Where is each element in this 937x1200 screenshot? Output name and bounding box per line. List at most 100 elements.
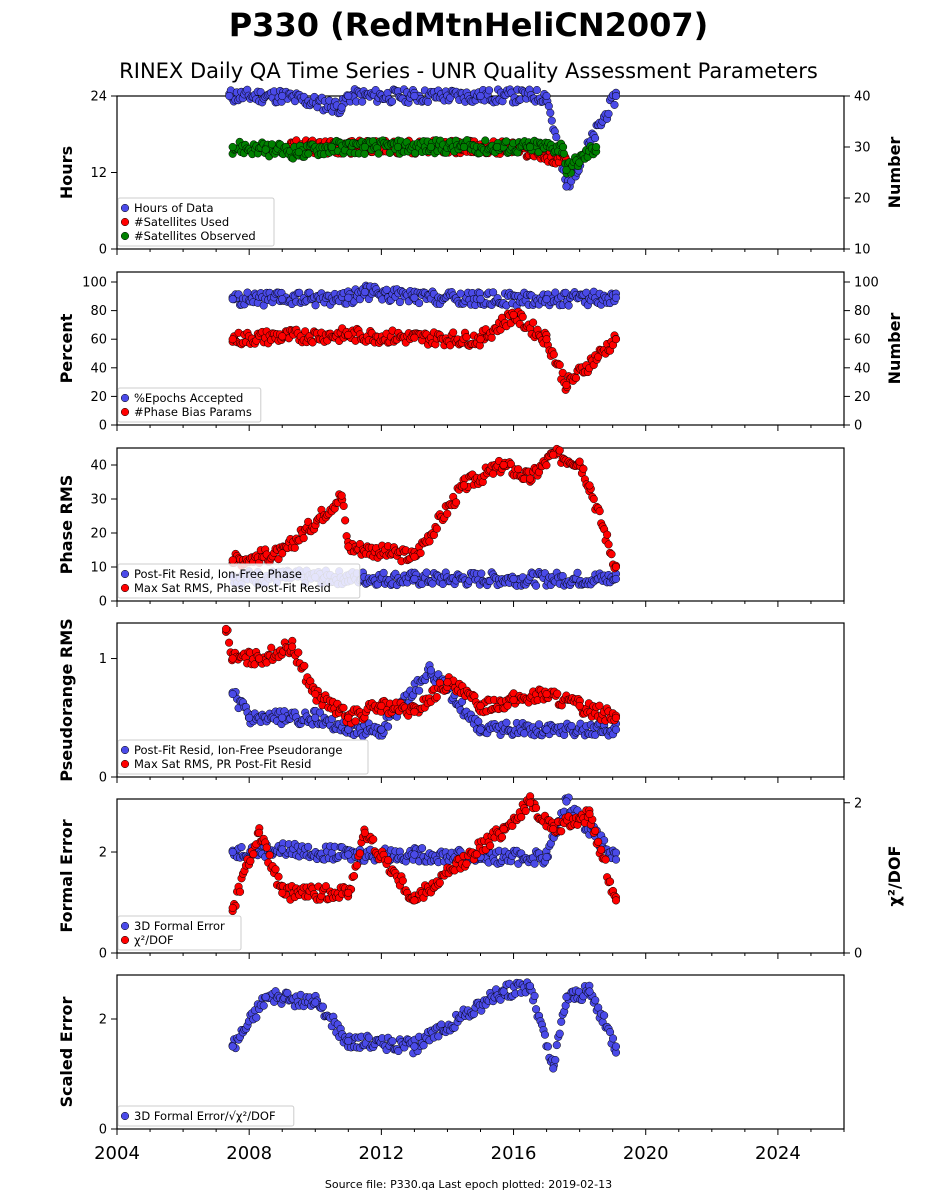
data-point [344, 542, 353, 551]
x-tick-label: 2008 [226, 1143, 272, 1164]
data-point [423, 97, 432, 106]
y-tick-label: 40 [90, 459, 107, 474]
data-point [410, 1042, 419, 1051]
data-point [542, 690, 551, 699]
data-point [514, 465, 523, 474]
data-point [591, 826, 600, 835]
data-point [611, 896, 621, 905]
legend-marker [120, 569, 130, 579]
data-points [228, 281, 621, 394]
data-point [374, 149, 383, 158]
data-point [304, 842, 313, 851]
y-tick-label: 0 [99, 1123, 107, 1138]
data-point [521, 806, 530, 816]
figure-footer: Source file: P330.qa Last epoch plotted:… [325, 1178, 612, 1191]
data-point [358, 97, 367, 106]
data-point [304, 149, 313, 158]
data-point [611, 293, 621, 302]
legend-label: Post-Fit Resid, Ion-Free Phase [134, 567, 302, 581]
y-tick-label: 24 [90, 90, 107, 105]
data-points [225, 85, 621, 191]
data-point [585, 481, 594, 490]
data-point [262, 843, 271, 852]
y2-axis-label: Number [885, 137, 904, 209]
legend-label: Max Sat RMS, Phase Post-Fit Resid [134, 581, 331, 595]
data-point [351, 717, 360, 726]
data-point [459, 481, 469, 490]
data-point [344, 713, 353, 722]
data-point [384, 722, 393, 731]
legend-label: Post-Fit Resid, Ion-Free Pseudorange [134, 743, 342, 757]
data-point [604, 540, 613, 549]
data-point [278, 713, 287, 722]
y-tick-label: 0 [99, 947, 107, 962]
y-tick-label: 2 [99, 846, 107, 861]
data-point [486, 841, 495, 850]
data-point [294, 148, 303, 157]
data-point [261, 992, 270, 1002]
data-point [603, 530, 612, 539]
legend-marker [120, 217, 130, 227]
data-point [318, 1002, 327, 1011]
y-tick-label: 0 [99, 419, 107, 434]
data-point [295, 288, 304, 297]
y-axis-label: Scaled Error [57, 997, 76, 1108]
data-point [278, 549, 287, 558]
y-axis-label: Hours [57, 146, 76, 199]
data-point [426, 142, 435, 152]
data-point [497, 833, 507, 842]
data-point [369, 835, 378, 844]
data-point [274, 555, 283, 564]
data-point [502, 718, 511, 727]
data-point [564, 301, 573, 310]
data-point [311, 301, 320, 310]
data-point [339, 501, 348, 511]
data-point [278, 295, 287, 304]
data-point [228, 1042, 237, 1051]
data-point [278, 888, 287, 897]
y-tick-label: 1 [99, 652, 107, 667]
y2-tick-label: 100 [854, 276, 879, 291]
data-point [337, 491, 346, 500]
data-point [526, 981, 535, 991]
data-point [344, 1036, 353, 1046]
data-point [534, 148, 543, 157]
data-point [567, 721, 576, 731]
y2-tick-label: 40 [854, 90, 871, 105]
data-point [518, 312, 527, 321]
data-point [364, 1033, 373, 1042]
data-point [344, 330, 353, 339]
data-point [225, 91, 234, 101]
figure-title: P330 (RedMtnHeliCN2007) [229, 6, 709, 44]
data-point [311, 998, 320, 1007]
data-point [459, 142, 469, 152]
legend-label: 3D Formal Error [134, 919, 225, 933]
data-point [418, 844, 427, 853]
data-point [222, 624, 231, 633]
data-point [529, 318, 538, 327]
y-axis-label: Percent [57, 313, 76, 383]
data-point [476, 335, 485, 344]
legend: %Epochs Accepted#Phase Bias Params [117, 387, 262, 423]
data-point [543, 1042, 552, 1051]
y2-tick-label: 10 [854, 243, 871, 258]
data-point [274, 872, 283, 881]
data-point [487, 333, 496, 342]
data-point [544, 102, 553, 111]
y-tick-label: 30 [90, 493, 107, 508]
legend: Hours of Data#Satellites Used#Satellites… [117, 197, 275, 247]
data-point [352, 861, 362, 870]
data-point [432, 524, 441, 533]
data-point [425, 537, 434, 546]
data-point [265, 851, 274, 860]
data-point [304, 517, 313, 526]
data-point [249, 850, 258, 859]
data-point [278, 332, 287, 341]
data-point [452, 498, 461, 507]
data-point [532, 803, 541, 812]
y2-tick-label: 2 [854, 796, 862, 811]
data-point [410, 552, 419, 561]
data-point [462, 859, 471, 868]
